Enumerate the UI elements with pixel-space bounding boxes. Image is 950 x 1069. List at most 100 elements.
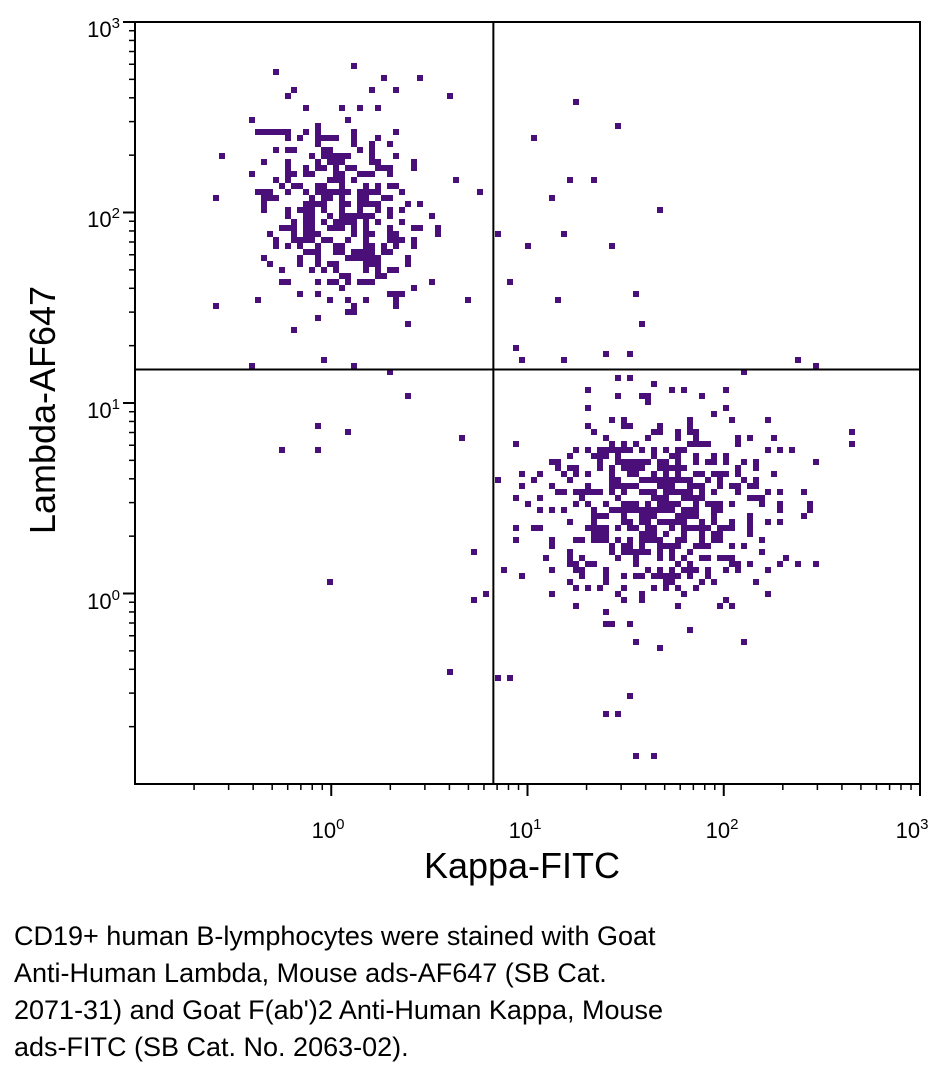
data-point — [579, 495, 585, 501]
data-point — [615, 525, 621, 531]
data-point — [591, 177, 597, 183]
data-point — [339, 225, 345, 231]
data-point — [609, 543, 615, 549]
data-point — [399, 291, 405, 297]
data-point — [291, 231, 297, 237]
data-point — [723, 405, 729, 411]
data-point — [363, 237, 369, 243]
data-point — [645, 549, 651, 555]
data-point — [291, 327, 297, 333]
data-point — [585, 483, 591, 489]
data-point — [681, 591, 687, 597]
data-point — [645, 393, 651, 399]
data-point — [585, 447, 591, 453]
data-point — [741, 639, 747, 645]
data-point — [693, 441, 699, 447]
data-point — [693, 453, 699, 459]
data-point — [729, 543, 735, 549]
data-point — [615, 393, 621, 399]
data-point — [375, 165, 381, 171]
y-tick-label: 103 — [87, 15, 120, 42]
data-point — [705, 477, 711, 483]
data-point — [447, 93, 453, 99]
data-point — [669, 507, 675, 513]
data-point — [651, 753, 657, 759]
data-point — [297, 183, 303, 189]
data-point — [525, 243, 531, 249]
data-point — [687, 477, 693, 483]
data-point — [603, 435, 609, 441]
data-point — [285, 135, 291, 141]
flow-cytometry-scatter-plot: 100 101 102 103 100 101 102 103 Kappa-FI… — [22, 15, 928, 886]
data-point — [327, 213, 333, 219]
data-point — [537, 495, 543, 501]
data-point — [705, 441, 711, 447]
data-point — [417, 75, 423, 81]
data-point — [657, 549, 663, 555]
data-point — [681, 489, 687, 495]
data-point — [585, 561, 591, 567]
data-point — [333, 219, 339, 225]
data-point — [603, 567, 609, 573]
data-point — [603, 537, 609, 543]
data-point — [567, 549, 573, 555]
data-point — [339, 171, 345, 177]
data-point — [705, 525, 711, 531]
data-point — [549, 483, 555, 489]
data-point — [765, 489, 771, 495]
data-point — [333, 267, 339, 273]
data-point — [627, 549, 633, 555]
data-point — [687, 483, 693, 489]
data-point — [315, 231, 321, 237]
data-point — [483, 591, 489, 597]
data-point — [375, 219, 381, 225]
data-point — [369, 87, 375, 93]
data-point — [693, 459, 699, 465]
data-point — [717, 507, 723, 513]
data-point — [555, 459, 561, 465]
data-point — [657, 459, 663, 465]
data-point — [393, 291, 399, 297]
data-point — [321, 195, 327, 201]
data-point — [687, 627, 693, 633]
data-point — [387, 183, 393, 189]
data-point — [549, 537, 555, 543]
data-point — [717, 471, 723, 477]
data-point — [375, 261, 381, 267]
data-point — [303, 237, 309, 243]
data-point — [627, 465, 633, 471]
data-point — [687, 495, 693, 501]
data-point — [627, 501, 633, 507]
data-point — [657, 483, 663, 489]
data-point — [375, 207, 381, 213]
data-point — [315, 279, 321, 285]
data-point — [303, 105, 309, 111]
data-point — [603, 579, 609, 585]
data-point — [369, 279, 375, 285]
data-point — [453, 177, 459, 183]
data-point — [651, 453, 657, 459]
data-point — [729, 501, 735, 507]
data-point — [681, 495, 687, 501]
data-point — [519, 357, 525, 363]
data-point — [651, 477, 657, 483]
data-point — [603, 453, 609, 459]
data-point — [597, 459, 603, 465]
data-point — [315, 165, 321, 171]
data-point — [315, 249, 321, 255]
data-point — [723, 525, 729, 531]
data-point — [699, 525, 705, 531]
data-point — [675, 513, 681, 519]
data-point — [285, 147, 291, 153]
data-point — [741, 543, 747, 549]
data-point — [669, 387, 675, 393]
data-point — [681, 477, 687, 483]
data-point — [351, 63, 357, 69]
data-point — [573, 567, 579, 573]
data-point — [657, 645, 663, 651]
data-point — [609, 441, 615, 447]
data-point — [339, 183, 345, 189]
data-point — [351, 363, 357, 369]
data-point — [351, 129, 357, 135]
data-point — [519, 573, 525, 579]
